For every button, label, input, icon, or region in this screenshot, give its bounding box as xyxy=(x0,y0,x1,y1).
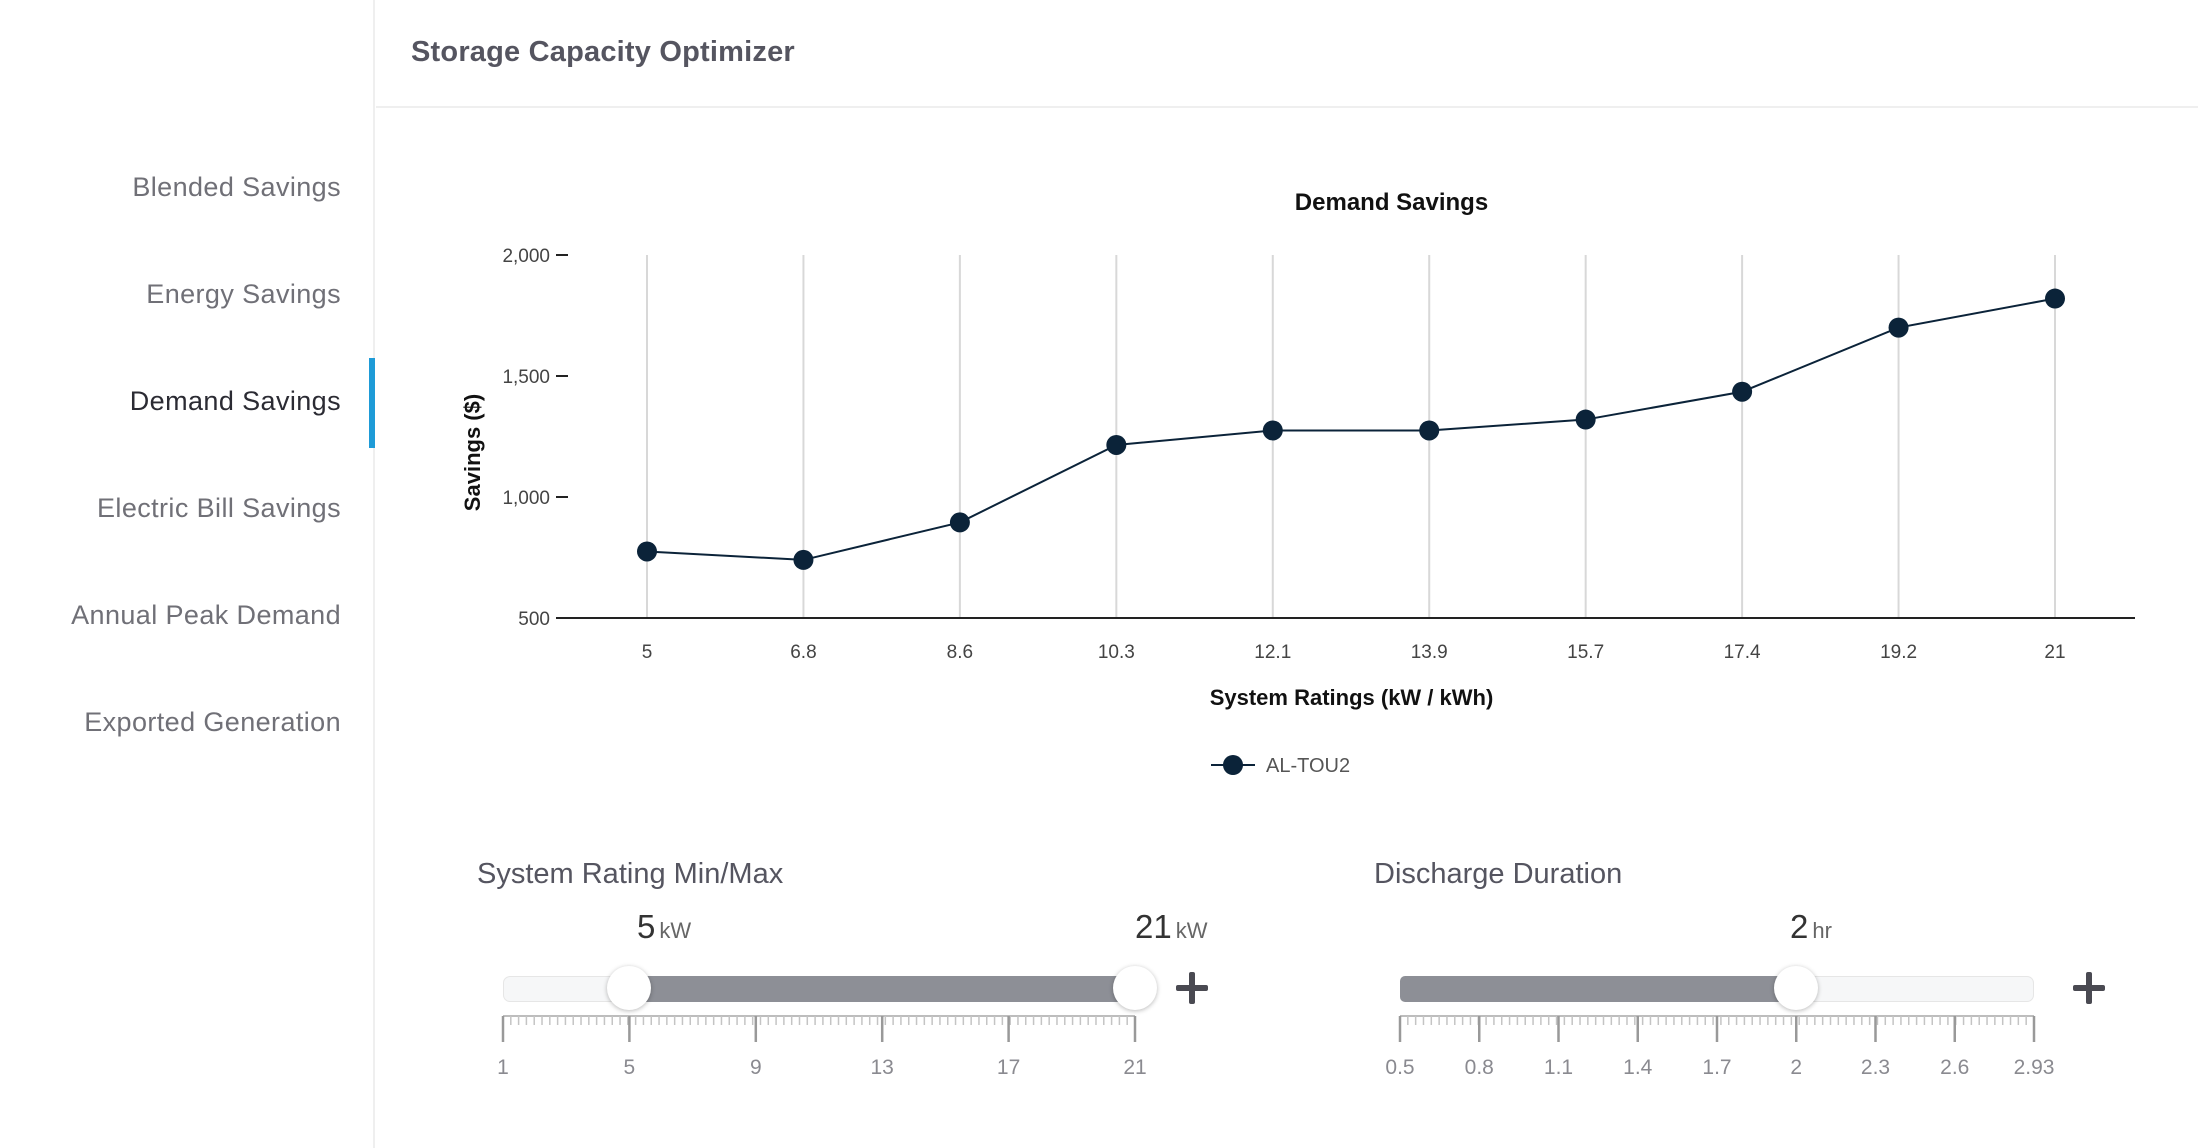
y-tick-label: 1,500 xyxy=(502,367,550,388)
system-rating-max-readout: 21 kW xyxy=(1135,908,1207,946)
discharge-duration-thumb[interactable] xyxy=(1774,966,1819,1010)
scale-tick-label: 1 xyxy=(497,1056,509,1079)
system-rating-max-thumb[interactable] xyxy=(1113,966,1157,1010)
scale-tick-label: 0.8 xyxy=(1464,1056,1494,1079)
sidebar-item-exported-generation[interactable]: Exported Generation xyxy=(84,707,341,737)
sidebar: Blended Savings Energy Savings Demand Savi… xyxy=(0,0,375,1148)
sidebar-item-blended-savings[interactable]: Blended Savings xyxy=(132,172,341,202)
x-tick-label: 5 xyxy=(642,642,653,663)
series-line-al-tou2 xyxy=(646,297,2056,561)
scale-tick-label: 1.4 xyxy=(1623,1056,1653,1079)
scale-tick-label: 0.5 xyxy=(1385,1056,1415,1079)
data-point xyxy=(637,541,657,562)
scale-tick-label: 1.1 xyxy=(1543,1056,1574,1079)
chart-title: Demand Savings xyxy=(1295,189,1488,216)
discharge-duration-unit: hr xyxy=(1812,918,1832,943)
scale-tick-label: 13 xyxy=(870,1056,894,1079)
x-tick-label: 12.1 xyxy=(1254,642,1291,663)
system-rating-min-unit: kW xyxy=(659,918,692,943)
scale-tick-label: 2 xyxy=(1790,1056,1803,1079)
system-rating-min-readout: 5 kW xyxy=(637,908,691,946)
sidebar-item-demand-savings[interactable]: Demand Savings xyxy=(129,386,341,416)
demand-savings-chart: Demand Savings 2,000 1,500 1,000 500 5 6.8 8.6 1… xyxy=(460,189,2135,777)
y-tick-label: 2,000 xyxy=(502,246,550,267)
data-point xyxy=(1106,434,1127,455)
discharge-duration-readout: 2 hr xyxy=(1790,908,1832,946)
sidebar-item-energy-savings[interactable]: Energy Savings xyxy=(146,279,341,309)
sidebar-item-annual-peak-demand[interactable]: Annual Peak Demand xyxy=(71,600,341,630)
scale-tick-label: 2.6 xyxy=(1940,1056,1970,1079)
x-tick-label: 21 xyxy=(2044,642,2065,663)
system-rating-max-value: 21 xyxy=(1135,908,1172,945)
data-point xyxy=(1888,317,1909,338)
page-title: Storage Capacity Optimizer xyxy=(411,36,795,68)
y-tick-label: 1,000 xyxy=(502,488,550,509)
discharge-duration-expand-button[interactable] xyxy=(2069,968,2109,1008)
scale-tick-label: 9 xyxy=(749,1056,762,1079)
scale-tick-label: 2.3 xyxy=(1860,1056,1891,1079)
system-rating-min-value: 5 xyxy=(637,908,656,945)
x-tick-label: 19.2 xyxy=(1880,642,1917,663)
system-rating-expand-button[interactable] xyxy=(1172,968,1212,1008)
system-rating-max-unit: kW xyxy=(1175,918,1208,943)
x-tick-label: 10.3 xyxy=(1098,642,1135,663)
system-rating-title: System Rating Min/Max xyxy=(477,858,784,890)
data-point xyxy=(1419,420,1440,441)
header: Storage Capacity Optimizer xyxy=(376,0,2198,108)
x-axis-label: System Ratings (kW / kWh) xyxy=(1210,685,1494,710)
x-tick-label: 8.6 xyxy=(947,642,973,663)
scale-tick-label: 17 xyxy=(996,1056,1021,1079)
scale-tick-label: 21 xyxy=(1123,1056,1147,1079)
data-point xyxy=(793,549,814,570)
system-rating-slider-fill xyxy=(629,976,1135,1002)
system-rating-scale xyxy=(501,1015,1137,1042)
x-tick-label: 17.4 xyxy=(1724,642,1761,663)
scale-tick-label: 1.7 xyxy=(1702,1056,1732,1079)
x-tick-label: 13.9 xyxy=(1411,642,1448,663)
legend-label: AL-TOU2 xyxy=(1266,755,1350,777)
legend-marker xyxy=(1223,755,1243,775)
scale-tick-label: 5 xyxy=(623,1056,636,1079)
sidebar-item-electric-bill-savings[interactable]: Electric Bill Savings xyxy=(97,493,341,523)
scale-tick-label: 2.93 xyxy=(2013,1056,2055,1079)
y-tick-label: 500 xyxy=(518,609,550,630)
data-point xyxy=(1575,409,1596,430)
y-axis-label: Savings ($) xyxy=(460,394,485,511)
system-rating-min-thumb[interactable] xyxy=(607,966,652,1010)
discharge-duration-slider-fill xyxy=(1400,976,1797,1002)
discharge-duration-value: 2 xyxy=(1790,908,1809,945)
discharge-duration-scale xyxy=(1398,1015,2036,1042)
data-point xyxy=(1262,420,1283,441)
active-item-indicator xyxy=(369,358,375,448)
x-tick-label: 15.7 xyxy=(1567,642,1604,663)
data-point xyxy=(2045,288,2065,309)
data-point xyxy=(949,512,970,533)
data-point xyxy=(1732,381,1753,402)
discharge-duration-title: Discharge Duration xyxy=(1374,858,1623,890)
x-tick-label: 6.8 xyxy=(790,642,816,663)
